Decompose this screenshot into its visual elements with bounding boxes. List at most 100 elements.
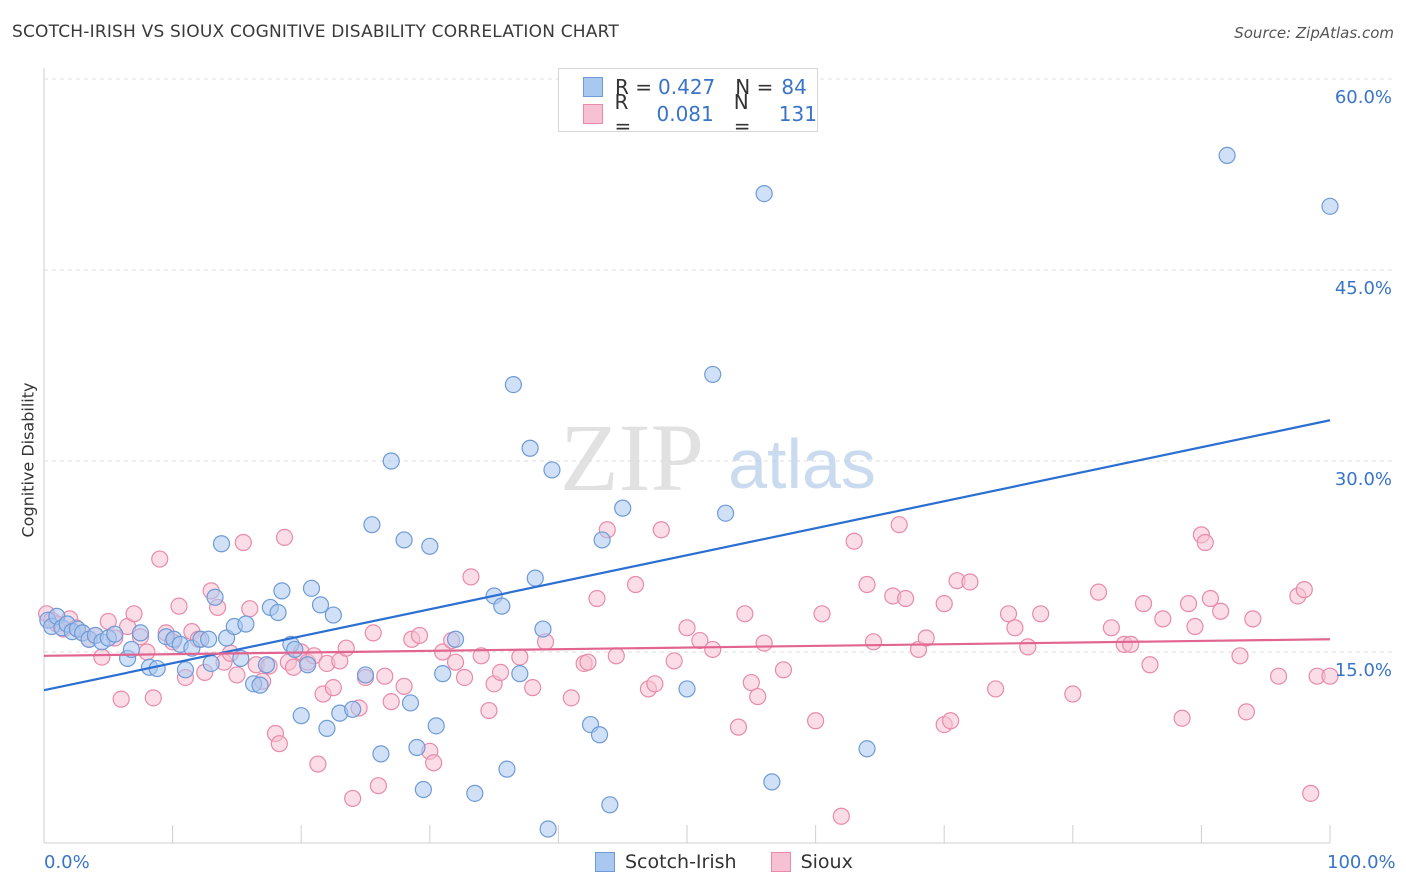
sioux-point bbox=[942, 712, 960, 730]
sioux-point bbox=[864, 633, 883, 651]
legend-n-value: 131 bbox=[778, 102, 817, 126]
legend-r-label: R = bbox=[614, 90, 632, 138]
scotch-irish-point bbox=[176, 661, 195, 679]
sioux-point bbox=[511, 648, 529, 666]
sioux-point bbox=[364, 624, 382, 642]
sioux-point bbox=[1196, 533, 1214, 552]
sioux-point bbox=[1122, 635, 1140, 653]
scotch-irish-point bbox=[401, 694, 420, 712]
sioux-point bbox=[275, 528, 294, 547]
series-legend-item-scotch-irish: Scotch-Irish bbox=[595, 851, 737, 873]
watermark: ZIP atlas bbox=[560, 404, 876, 511]
sioux-point bbox=[626, 575, 645, 594]
sioux-point bbox=[1032, 605, 1050, 623]
scotch-irish-trend-line bbox=[43, 419, 1331, 692]
sioux-point bbox=[1302, 784, 1320, 802]
grid-lines bbox=[44, 78, 1392, 653]
sioux-points bbox=[37, 516, 1339, 825]
y-tick-label: 45.0% bbox=[1334, 278, 1392, 299]
sioux-point bbox=[607, 647, 625, 665]
scotch-irish-point bbox=[356, 666, 375, 684]
series-legend-item-sioux: Sioux bbox=[770, 851, 853, 873]
scotch-irish-point bbox=[593, 531, 611, 549]
sioux-point bbox=[337, 639, 355, 657]
scotch-irish-point bbox=[601, 796, 619, 814]
trend-lines bbox=[43, 419, 1331, 692]
scotch-irish-point bbox=[421, 537, 439, 555]
legend-swatch-blue bbox=[583, 77, 603, 97]
sioux-point bbox=[446, 653, 465, 671]
legend-n-label: N = bbox=[733, 90, 751, 138]
scotch-irish-point bbox=[363, 516, 381, 534]
scotch-irish-point bbox=[382, 452, 400, 470]
sioux-point bbox=[999, 605, 1018, 623]
sioux-point bbox=[324, 679, 342, 697]
sioux-point bbox=[234, 533, 252, 552]
scotch-irish-point bbox=[539, 820, 557, 838]
scotch-irish-point bbox=[318, 719, 336, 738]
sioux-point bbox=[1186, 617, 1204, 636]
sioux-point bbox=[691, 631, 709, 650]
y-tick-label: 30.0% bbox=[1334, 469, 1392, 490]
sioux-point bbox=[806, 712, 825, 730]
scotch-irish-point bbox=[414, 780, 432, 799]
sioux-point bbox=[652, 521, 670, 539]
sioux-point bbox=[845, 532, 863, 550]
series-swatch-blue bbox=[595, 852, 615, 872]
sioux-point bbox=[742, 673, 760, 692]
sioux-point bbox=[935, 595, 953, 613]
sioux-point bbox=[1244, 610, 1262, 628]
sioux-point bbox=[395, 677, 413, 695]
scotch-irish-point bbox=[237, 615, 255, 633]
scotch-irish-point bbox=[273, 582, 291, 600]
scotch-irish-point bbox=[286, 640, 304, 659]
scotch-irish-point bbox=[206, 588, 224, 606]
scotch-irish-point bbox=[344, 700, 362, 718]
scotch-irish-point bbox=[763, 773, 781, 791]
scotch-irish-points bbox=[39, 146, 1339, 838]
scotch-irish-point bbox=[716, 504, 735, 522]
sioux-point bbox=[472, 647, 490, 665]
source-label: Source: ZipAtlas.com bbox=[1234, 24, 1394, 42]
legend-r-value: 0.427 bbox=[658, 75, 716, 99]
axes bbox=[43, 68, 1331, 844]
scotch-irish-point bbox=[372, 745, 390, 763]
scotch-irish-point bbox=[299, 656, 317, 674]
sioux-point bbox=[813, 605, 831, 623]
sioux-point bbox=[434, 643, 452, 661]
scotch-irish-point bbox=[324, 606, 342, 624]
sioux-point bbox=[678, 619, 696, 637]
sioux-point bbox=[410, 626, 429, 645]
sioux-point bbox=[480, 701, 498, 720]
sioux-point bbox=[588, 589, 606, 608]
scotch-irish-point bbox=[427, 717, 445, 735]
sioux-point bbox=[369, 777, 387, 795]
sioux-point bbox=[309, 755, 327, 773]
sioux-point bbox=[987, 680, 1005, 698]
sioux-point bbox=[749, 687, 767, 706]
sioux-point bbox=[1321, 667, 1339, 685]
sioux-point bbox=[897, 589, 915, 608]
scotch-irish-point bbox=[614, 499, 632, 517]
scotch-irish-point bbox=[434, 665, 452, 683]
sioux-point bbox=[344, 789, 362, 808]
series-label: Sioux bbox=[800, 851, 853, 873]
scotch-irish-point bbox=[1321, 197, 1339, 215]
scotch-irish-point bbox=[395, 531, 413, 549]
legend-row-scotch-irish: R = 0.427 N = 84 bbox=[583, 74, 807, 100]
legend-r-label: R = bbox=[615, 75, 653, 99]
scotch-irish-point bbox=[543, 461, 561, 479]
sioux-point bbox=[228, 666, 246, 684]
sioux-point bbox=[138, 643, 156, 661]
y-tick-label: 60.0% bbox=[1334, 87, 1392, 108]
sioux-point bbox=[704, 640, 722, 659]
scotch-irish-point bbox=[292, 707, 310, 725]
sioux-point bbox=[890, 516, 908, 534]
sioux-point bbox=[1237, 703, 1256, 721]
sioux-point bbox=[270, 735, 288, 753]
scotch-irish-point bbox=[526, 569, 544, 587]
sioux-point bbox=[736, 605, 754, 623]
sioux-point bbox=[455, 668, 474, 687]
chart-title: SCOTCH-IRISH VS SIOUX COGNITIVE DISABILI… bbox=[12, 22, 619, 42]
